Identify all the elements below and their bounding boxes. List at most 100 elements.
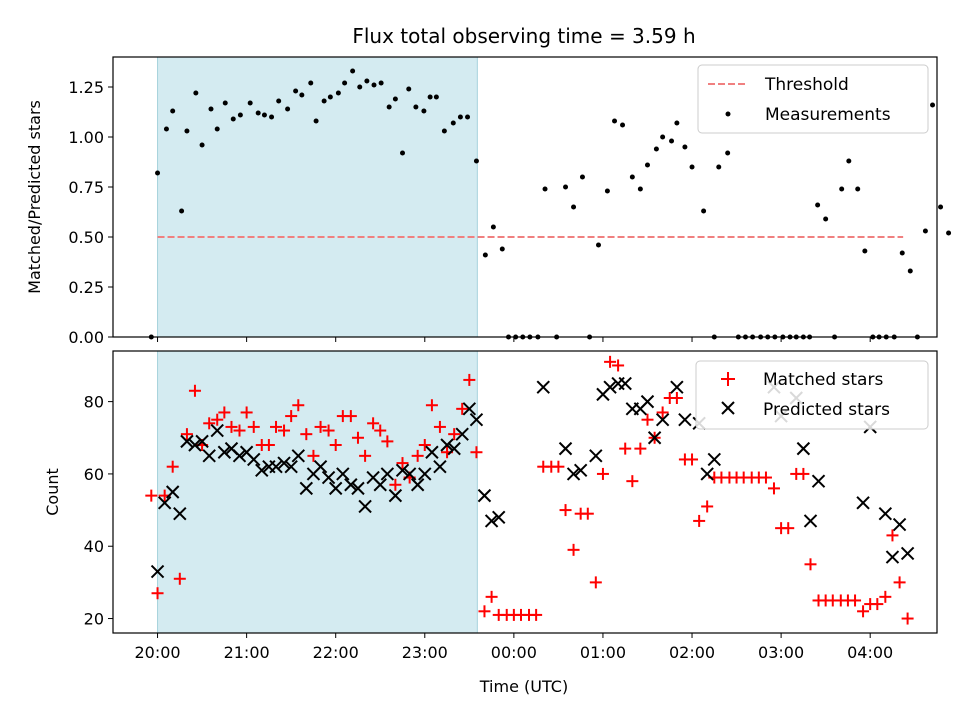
measurement-point bbox=[450, 120, 456, 126]
predicted-star-point bbox=[536, 380, 550, 394]
measurement-point bbox=[907, 268, 913, 274]
predicted-star-point bbox=[247, 452, 261, 467]
measurement-point bbox=[255, 110, 261, 116]
measurement-point bbox=[184, 128, 190, 134]
matched-star-point bbox=[567, 543, 580, 556]
measurement-point bbox=[563, 184, 569, 190]
predicted-star-point bbox=[269, 459, 283, 474]
measurement-point bbox=[604, 188, 610, 194]
predicted-star-point bbox=[344, 478, 358, 492]
shaded-interval-bottom bbox=[157, 350, 478, 634]
predicted-star-point bbox=[358, 499, 372, 514]
matched-star-point bbox=[411, 449, 424, 462]
measurement-point bbox=[629, 174, 635, 180]
measurement-point bbox=[371, 82, 377, 88]
matched-star-point bbox=[270, 420, 283, 433]
legend-matched-label: Matched stars bbox=[763, 370, 883, 390]
predicted-star-point bbox=[380, 467, 395, 481]
matched-star-point bbox=[359, 449, 372, 462]
measurement-point bbox=[179, 208, 185, 214]
matched-star-point bbox=[581, 507, 594, 520]
matched-star-point bbox=[552, 460, 565, 473]
matched-star-point bbox=[329, 439, 342, 451]
matched-star-point bbox=[240, 406, 253, 419]
shaded-interval-top bbox=[157, 56, 478, 338]
x-tick-label: 03:00 bbox=[758, 643, 804, 662]
predicted-star-point bbox=[395, 463, 410, 478]
measurement-point bbox=[669, 138, 675, 144]
matched-star-point bbox=[670, 392, 683, 404]
matched-star-point bbox=[247, 420, 260, 433]
predicted-star-point bbox=[477, 488, 492, 503]
x-tick-label: 04:00 bbox=[847, 643, 893, 662]
predicted-star-point bbox=[856, 496, 870, 510]
matched-star-point bbox=[857, 605, 870, 618]
matched-star-point bbox=[262, 439, 275, 451]
matched-star-point bbox=[619, 442, 632, 455]
predicted-star-point bbox=[284, 459, 298, 474]
legend-predicted-label: Predicted stars bbox=[763, 400, 890, 420]
matched-star-point bbox=[849, 594, 862, 607]
measurement-point bbox=[421, 108, 427, 114]
measurement-point bbox=[237, 112, 243, 118]
matched-star-point bbox=[418, 439, 431, 451]
matched-star-point bbox=[485, 590, 498, 603]
predicted-star-point bbox=[402, 467, 417, 481]
predicted-star-point bbox=[255, 463, 269, 478]
measurement-point bbox=[839, 186, 845, 192]
matched-star-point bbox=[322, 424, 335, 437]
predicted-star-point bbox=[328, 481, 343, 496]
measurement-point bbox=[441, 128, 447, 134]
matched-star-point bbox=[351, 431, 364, 444]
measurement-point bbox=[269, 114, 275, 120]
predicted-star-point bbox=[885, 550, 900, 564]
predicted-star-point bbox=[670, 380, 684, 394]
y-tick-label: 0.50 bbox=[68, 228, 104, 247]
x-tick-label: 21:00 bbox=[224, 643, 270, 662]
measurement-point bbox=[321, 98, 327, 104]
predicted-star-point bbox=[313, 459, 328, 474]
measurement-point bbox=[846, 158, 852, 164]
measurement-point bbox=[499, 246, 505, 252]
matched-star-point bbox=[804, 558, 817, 571]
measurement-point bbox=[406, 86, 412, 92]
predicted-star-point bbox=[433, 459, 447, 474]
matched-star-point bbox=[145, 489, 158, 502]
measurement-point bbox=[644, 162, 650, 168]
predicted-star-point bbox=[210, 423, 224, 438]
predicted-star-point bbox=[796, 441, 811, 456]
matched-star-point bbox=[478, 605, 491, 618]
x-tick-label: 22:00 bbox=[313, 643, 359, 662]
matched-star-point bbox=[604, 355, 617, 368]
panel-count-frame bbox=[112, 350, 938, 634]
predicted-star-point bbox=[803, 514, 818, 528]
matched-star-point bbox=[589, 576, 602, 589]
matched-star-point bbox=[188, 384, 201, 397]
measurement-point bbox=[261, 112, 267, 118]
matched-star-point bbox=[389, 478, 402, 491]
matched-star-point bbox=[292, 399, 305, 412]
measurement-point bbox=[230, 116, 236, 122]
measurement-point bbox=[637, 186, 643, 192]
predicted-star-point bbox=[618, 376, 632, 391]
chart-title: Flux total observing time = 3.59 h bbox=[352, 24, 695, 48]
predicted-star-point bbox=[484, 514, 499, 528]
matched-star-point bbox=[211, 413, 224, 426]
predicted-star-point bbox=[150, 564, 165, 579]
predicted-star-point bbox=[336, 467, 350, 481]
measurement-point bbox=[378, 80, 384, 86]
matched-star-point bbox=[701, 500, 714, 513]
measurement-point bbox=[170, 108, 176, 114]
legend-measurements-swatch bbox=[725, 111, 731, 117]
predicted-star-point bbox=[195, 434, 209, 449]
predicted-star-point bbox=[165, 485, 180, 499]
measurement-point bbox=[413, 104, 419, 110]
matched-star-point bbox=[463, 373, 476, 386]
panel-count: 20 40 60 80 20:00 21:00 22:00 23:00 00:00 01:00 0… bbox=[43, 350, 938, 696]
measurement-point bbox=[946, 230, 952, 236]
legend-measurements-label: Measurements bbox=[765, 105, 891, 125]
y-tick-label: 1.25 bbox=[68, 78, 104, 97]
measurement-point bbox=[308, 80, 314, 86]
matched-star-point bbox=[396, 457, 409, 470]
